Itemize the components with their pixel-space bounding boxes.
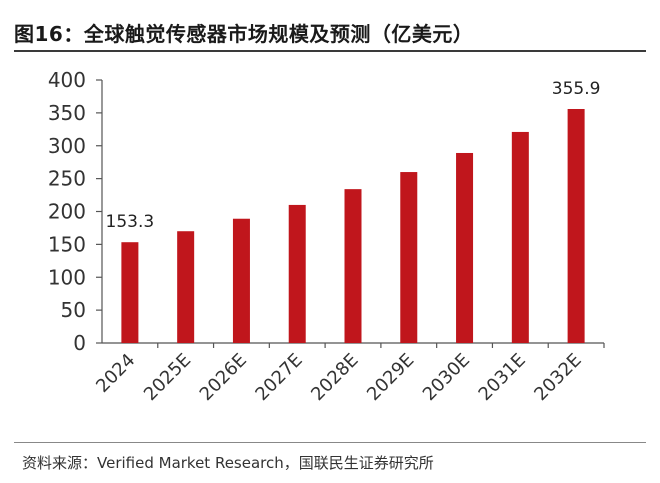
figure-title: 图16：全球触觉传感器市场规模及预测（亿美元） xyxy=(14,22,474,46)
x-tick-label: 2025E xyxy=(140,350,195,405)
x-tick-label: 2028E xyxy=(307,350,362,405)
bar-2025E xyxy=(177,231,195,343)
y-tick-label: 100 xyxy=(48,265,86,289)
source-note: 资料来源：Verified Market Research，国联民生证券研究所 xyxy=(22,454,434,472)
bar-2028E xyxy=(344,189,362,343)
bar-2029E xyxy=(400,172,418,343)
bar-2031E xyxy=(511,131,529,343)
y-tick-label: 250 xyxy=(48,167,86,191)
bar-2032E xyxy=(567,108,585,343)
y-tick-label: 200 xyxy=(48,200,86,224)
bar-2024 xyxy=(121,242,139,343)
y-axis: 0 50 100 150 200 250 300 350 400 xyxy=(48,68,103,355)
data-labels-group: 153.3 355.9 xyxy=(106,79,601,232)
data-label-2024: 153.3 xyxy=(106,212,155,232)
y-tick-label: 0 xyxy=(73,331,86,355)
x-tick-label: 2030E xyxy=(419,350,474,405)
title-divider xyxy=(14,50,646,52)
x-tick-label: 2024 xyxy=(92,350,139,397)
y-tick-label: 50 xyxy=(61,298,86,322)
x-tick-label: 2027E xyxy=(251,350,306,405)
x-tick-label: 2026E xyxy=(196,350,251,405)
x-axis: 2024 2025E 2026E 2027E 2028E 2029E 2030E 2031E 2… xyxy=(92,342,605,405)
bar-2030E xyxy=(456,152,474,343)
y-tick-label: 300 xyxy=(48,134,86,158)
data-label-2032E: 355.9 xyxy=(552,79,601,99)
y-tick-label: 400 xyxy=(48,68,86,92)
source-divider xyxy=(14,442,646,443)
bars-group xyxy=(121,108,585,343)
bar-2026E xyxy=(232,218,250,343)
y-tick-label: 150 xyxy=(48,232,86,256)
x-tick-label: 2031E xyxy=(475,350,530,405)
bar-2027E xyxy=(288,204,306,343)
x-tick-label: 2029E xyxy=(363,350,418,405)
y-tick-label: 350 xyxy=(48,101,86,125)
x-tick-label: 2032E xyxy=(530,350,585,405)
